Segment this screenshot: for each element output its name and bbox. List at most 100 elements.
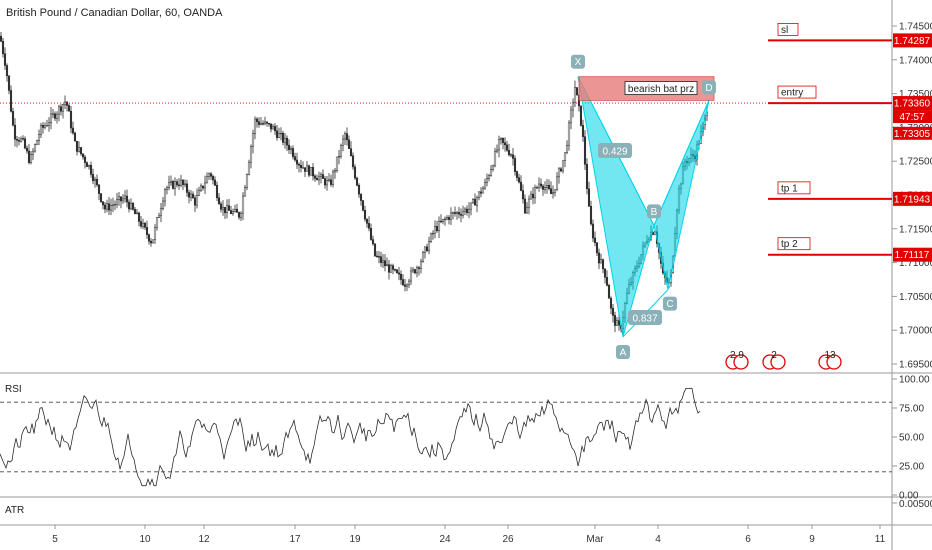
candle-body: [323, 178, 327, 186]
pattern-point-d[interactable]: [702, 80, 716, 95]
candle-body: [81, 153, 85, 158]
candle-body: [185, 183, 189, 193]
price-tag: [893, 191, 932, 206]
candle-body: [235, 208, 239, 213]
candle-body: [219, 203, 223, 210]
candle-body: [247, 161, 251, 175]
candle-body: [183, 183, 187, 185]
candle-body: [407, 280, 411, 286]
candle-body: [137, 212, 141, 222]
candle-body: [573, 87, 577, 103]
pattern-point-c[interactable]: [663, 296, 677, 311]
countdown-value: 47:57: [899, 112, 924, 123]
ratio-label-box: [598, 143, 632, 158]
time-axis[interactable]: 5 10 12 17 19 24 26 Mar 4 6 9 11: [52, 525, 886, 545]
candle-body: [153, 227, 157, 241]
candle-body: [347, 139, 351, 149]
candle-body: [257, 121, 261, 125]
time-tick-label: 12: [198, 534, 210, 545]
candle-body: [225, 205, 229, 214]
pattern-point-b[interactable]: [647, 204, 661, 219]
atr-label: ATR: [5, 505, 24, 516]
price-tick-label: 1.73500: [899, 89, 932, 100]
candle-body: [357, 185, 361, 195]
candle-body: [417, 267, 421, 269]
price-levels[interactable]: sl entry tp 1 tp 2: [768, 22, 892, 256]
candle-body: [615, 320, 619, 326]
pattern-point-label: X: [575, 57, 582, 68]
candle-body: [367, 223, 371, 229]
candle-body: [581, 125, 585, 137]
candle-body: [65, 101, 69, 106]
candle-body: [519, 181, 523, 191]
candle-body: [207, 173, 211, 177]
event-marker[interactable]: 13: [818, 350, 842, 370]
candle-body: [517, 177, 521, 183]
candle-body: [223, 207, 227, 214]
event-markers[interactable]: 2 9 2 13: [725, 350, 842, 370]
candle-body: [411, 269, 415, 272]
pattern-point-a[interactable]: [616, 344, 630, 359]
candle-body: [269, 123, 273, 130]
event-marker[interactable]: 2 9: [725, 350, 749, 370]
candle-body: [119, 196, 123, 202]
candle-body: [591, 223, 595, 239]
candle-body: [289, 148, 293, 150]
candle-body: [609, 298, 613, 309]
candle-body: [135, 212, 139, 215]
candle-body: [365, 218, 369, 224]
level-label-box: [777, 237, 811, 251]
level-label-entry: entry: [781, 88, 803, 99]
candle-body: [539, 183, 543, 187]
candle-body: [45, 125, 49, 127]
candle-body: [613, 315, 617, 326]
candle-body: [177, 184, 181, 187]
candle-body: [281, 132, 285, 143]
candle-body: [413, 269, 417, 274]
candle-body: [147, 234, 151, 242]
price-tag-value: 1.71943: [894, 194, 931, 205]
candle-body: [471, 199, 475, 204]
candle-body: [337, 155, 341, 158]
candle-body: [487, 175, 491, 179]
harmonic-pattern[interactable]: bearish bat prz 0.429 0.837 X A B C D: [571, 54, 716, 359]
candle-body: [537, 183, 541, 188]
time-tick-label: 4: [655, 534, 661, 545]
event-marker[interactable]: 2: [762, 350, 786, 370]
rsi-label: RSI: [5, 384, 22, 395]
candle-body: [421, 252, 425, 262]
candle-body: [51, 113, 55, 115]
candle-body: [75, 140, 79, 152]
candle-body: [545, 184, 549, 188]
price-tick-label: 1.71000: [899, 258, 932, 269]
candle-body: [173, 181, 177, 189]
rsi-line: [0, 387, 701, 487]
event-flag-icon: [770, 354, 786, 370]
candle-body: [213, 179, 217, 186]
candle-body: [605, 277, 609, 286]
chart-title: British Pound / Canadian Dollar, 60, OAN…: [6, 7, 223, 19]
atr-panel: ATR 0.00500: [5, 499, 932, 516]
pattern-point-x[interactable]: [571, 54, 585, 69]
candle-body: [387, 264, 391, 273]
candle-body: [527, 198, 531, 208]
candle-body: [489, 169, 493, 176]
price-tick-label: 1.74500: [899, 22, 932, 33]
candle-body: [435, 226, 439, 232]
candle-body: [275, 130, 279, 138]
price-tick-label: 1.70500: [899, 292, 932, 303]
candle-body: [47, 122, 51, 126]
candle-body: [209, 173, 213, 177]
candle-body: [27, 150, 31, 163]
pattern-point-label: B: [651, 207, 658, 218]
candle-body: [451, 212, 455, 214]
level-label-box: [777, 181, 811, 195]
candle-body: [0, 35, 3, 42]
candle-body: [111, 204, 115, 206]
candle-body: [607, 285, 611, 299]
candle-body: [343, 133, 347, 140]
candle-body: [67, 105, 71, 112]
candle-body: [203, 182, 207, 189]
candle-body: [73, 132, 77, 142]
